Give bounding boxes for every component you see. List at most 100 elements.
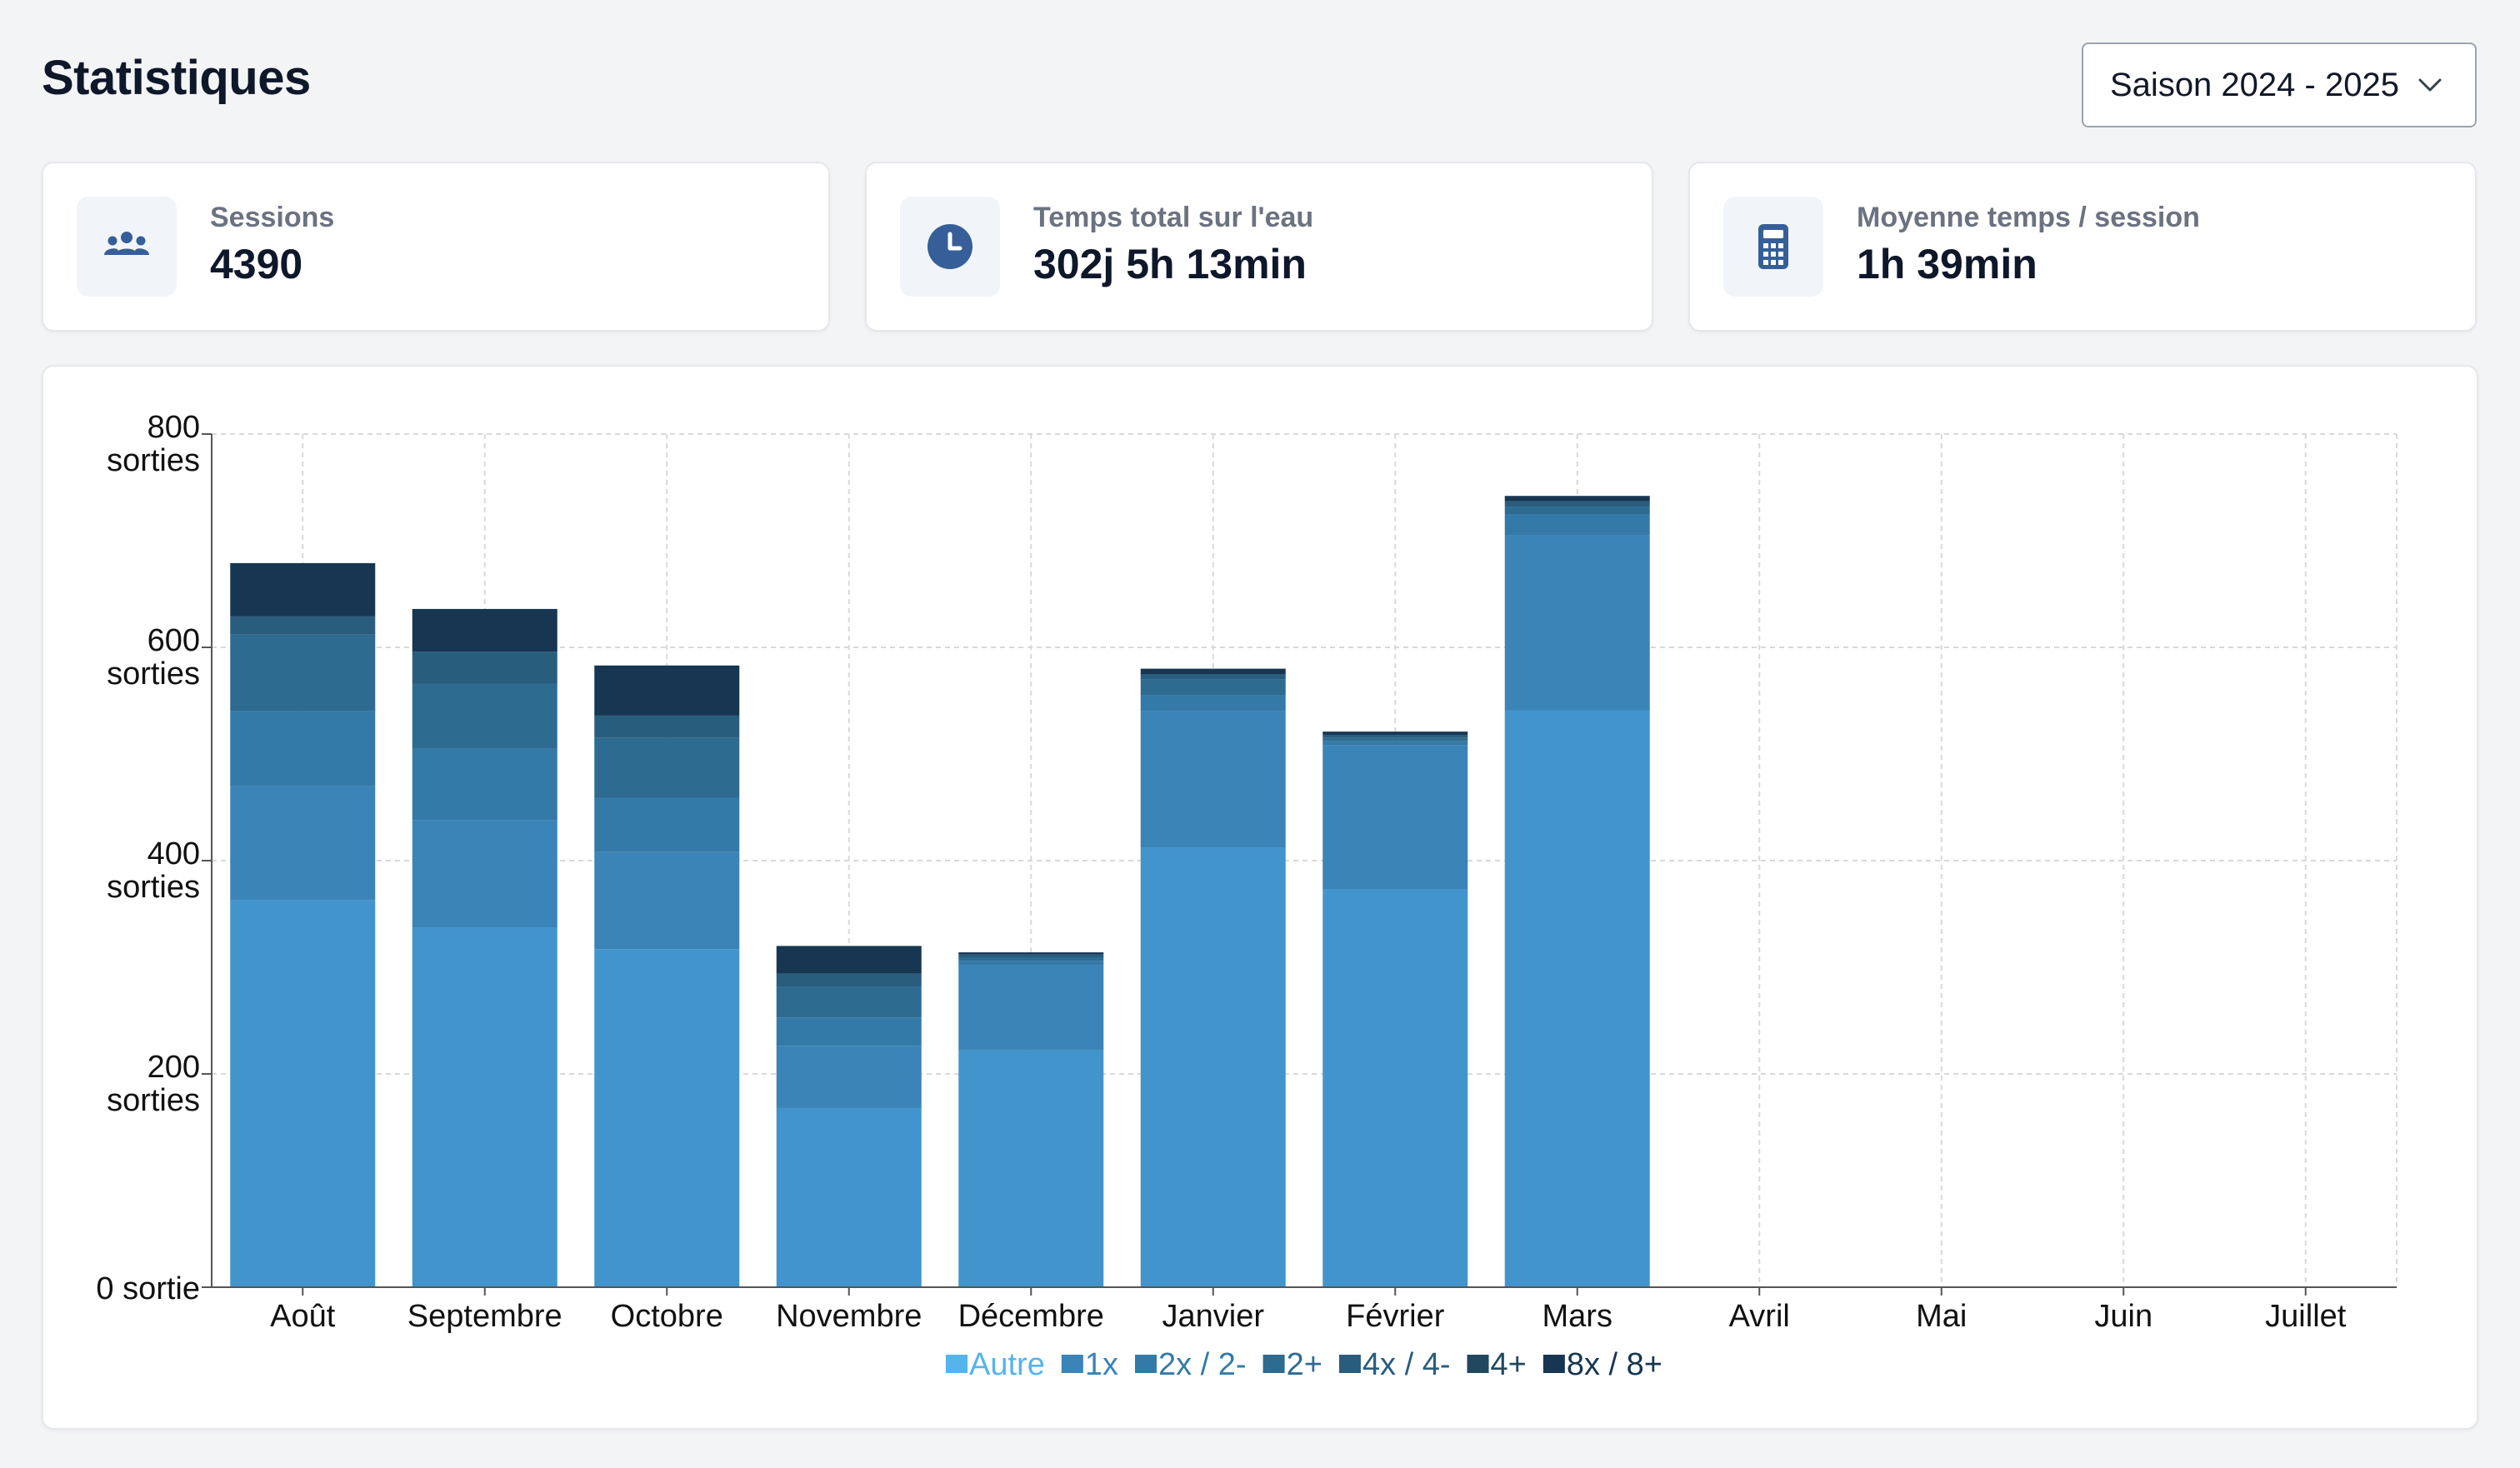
bar-segment xyxy=(1504,496,1650,502)
y-tick-label: 400 xyxy=(148,836,200,871)
legend-swatch xyxy=(1134,1355,1157,1373)
bar-segment xyxy=(776,1017,922,1046)
bar-segment xyxy=(594,797,740,852)
x-tick-label: Novembre xyxy=(776,1299,922,1334)
bar-segment xyxy=(1140,674,1286,680)
stat-value: 1h 39min xyxy=(1857,241,2038,287)
x-tick-label: Juillet xyxy=(2265,1299,2347,1334)
bar-segment xyxy=(1140,695,1286,712)
x-tick-label: Octobre xyxy=(611,1299,723,1334)
bar-segment xyxy=(1140,711,1286,848)
legend-swatch xyxy=(946,1355,968,1373)
stat-label: Temps total sur l'eau xyxy=(1033,202,1314,233)
clock-icon xyxy=(900,197,1000,297)
bar-segment xyxy=(1322,745,1468,890)
legend-swatch xyxy=(1061,1355,1083,1373)
stat-value: 4390 xyxy=(210,241,303,287)
bar-segment xyxy=(958,952,1104,955)
bar-segment xyxy=(958,954,1104,958)
stat-card-sessions: Sessions 4390 xyxy=(42,162,830,332)
x-tick-label: Décembre xyxy=(958,1299,1104,1334)
stat-label: Sessions xyxy=(210,202,335,233)
legend-label: 1x xyxy=(1085,1347,1118,1382)
bar-segment xyxy=(412,748,558,821)
bar-segment xyxy=(230,786,376,901)
bar-segment xyxy=(594,715,740,738)
bar-segment xyxy=(1140,847,1286,1287)
legend-label: 8x / 8+ xyxy=(1567,1347,1662,1382)
bar-segment xyxy=(412,820,558,928)
users-icon xyxy=(77,197,177,297)
legend-label: 2x / 2- xyxy=(1158,1347,1247,1382)
bar-segment xyxy=(1140,668,1286,674)
bar-segment xyxy=(776,1046,922,1108)
bar-segment xyxy=(776,1107,922,1287)
stat-card-average-time: Moyenne temps / session 1h 39min xyxy=(1688,162,2477,332)
bar-segment xyxy=(230,616,376,635)
bar-segment xyxy=(1140,679,1286,696)
x-tick-label: Mai xyxy=(1916,1299,1967,1334)
x-tick-label: Mars xyxy=(1542,1299,1612,1334)
bar-segment xyxy=(412,683,558,749)
bar-segment xyxy=(230,711,376,786)
bar-segment xyxy=(1322,889,1468,1287)
bar-segment xyxy=(594,949,740,1287)
bar-segment xyxy=(776,986,922,1018)
legend-label: 4x / 4- xyxy=(1362,1347,1451,1382)
bar-segment xyxy=(958,957,1104,961)
bar-segment xyxy=(958,1050,1104,1287)
bar-segment xyxy=(1504,507,1650,514)
y-tick-label: 200 xyxy=(148,1050,200,1085)
x-tick-label: Janvier xyxy=(1162,1299,1265,1334)
bar-segment xyxy=(1322,734,1468,738)
bar-segment xyxy=(1322,732,1468,735)
calculator-icon xyxy=(1723,197,1823,297)
legend-swatch xyxy=(1542,1355,1565,1373)
bar-segment xyxy=(412,927,558,1287)
sessions-bar-chart: 0 sortie200sorties400sorties600sorties80… xyxy=(96,410,2398,1382)
legend-label: Autre xyxy=(969,1347,1045,1382)
bar-segment xyxy=(776,946,922,974)
y-tick-label: 0 sortie xyxy=(96,1271,200,1306)
bar-segment xyxy=(594,851,740,950)
bar-segment xyxy=(594,737,740,798)
legend-swatch xyxy=(1262,1355,1285,1373)
bar-segment xyxy=(1322,737,1468,741)
bar-segment xyxy=(1504,514,1650,536)
x-tick-label: Juin xyxy=(2094,1299,2152,1334)
bar-segment xyxy=(776,973,922,987)
y-tick-label: 800 xyxy=(148,410,200,445)
bar-segment xyxy=(1504,535,1650,711)
season-select[interactable]: Saison 2024 - 2025 xyxy=(2082,42,2477,127)
y-tick-label: 600 xyxy=(148,623,200,658)
chevron-down-icon xyxy=(2415,70,2445,100)
y-tick-unit: sorties xyxy=(107,1083,200,1118)
page-title: Statistiques xyxy=(42,51,311,105)
bar-segment xyxy=(230,562,376,617)
chart-card: 0 sortie 200 sorties 400 sorties 600 sorties 80… xyxy=(42,365,2478,1430)
y-tick-unit: sorties xyxy=(107,870,200,905)
legend-swatch xyxy=(1467,1355,1489,1373)
bar-segment xyxy=(1322,741,1468,746)
bar-segment xyxy=(412,608,558,652)
bar-segment xyxy=(1504,710,1650,1287)
legend-swatch xyxy=(1338,1355,1361,1373)
bar-segment xyxy=(958,965,1104,1051)
stat-card-total-time: Temps total sur l'eau 302j 5h 13min xyxy=(865,162,1653,332)
season-select-value: Saison 2024 - 2025 xyxy=(2110,66,2399,103)
bar-segment xyxy=(1504,501,1650,507)
bar-segment xyxy=(230,634,376,712)
x-tick-label: Août xyxy=(270,1299,336,1334)
bar-segment xyxy=(230,900,376,1287)
y-tick-unit: sorties xyxy=(107,443,200,478)
x-tick-label: Avril xyxy=(1729,1299,1790,1334)
y-tick-unit: sorties xyxy=(107,657,200,692)
bar-segment xyxy=(958,961,1104,966)
bar-segment xyxy=(412,652,558,684)
legend-label: 4+ xyxy=(1491,1347,1527,1382)
legend-label: 2+ xyxy=(1287,1347,1322,1382)
x-tick-label: Septembre xyxy=(408,1299,562,1334)
bar-segment xyxy=(594,665,740,716)
stat-value: 302j 5h 13min xyxy=(1033,241,1307,287)
stat-label: Moyenne temps / session xyxy=(1857,202,2200,233)
